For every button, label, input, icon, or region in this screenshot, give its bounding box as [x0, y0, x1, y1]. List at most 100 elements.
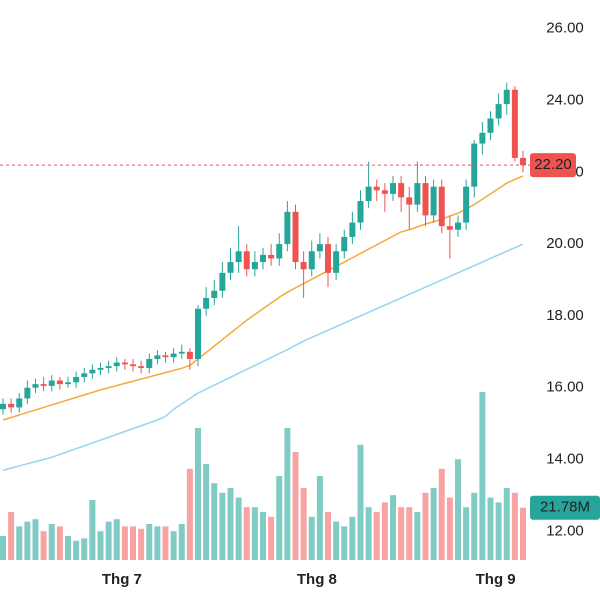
candle-body [56, 380, 63, 385]
candle-body [260, 254, 266, 263]
volume-bar [390, 495, 396, 560]
volume-bar [16, 526, 23, 560]
volume-bar [268, 516, 275, 560]
volume-bar [520, 507, 526, 560]
candle-body [130, 364, 136, 367]
candle-body [0, 403, 6, 410]
candle-body [16, 398, 23, 408]
last-volume-box [530, 495, 600, 520]
candle-body [446, 226, 453, 230]
volume-bar [211, 483, 218, 560]
candle-body [511, 89, 518, 158]
candle-body [390, 183, 396, 194]
volume-bar [0, 536, 6, 560]
candle-body [186, 351, 193, 359]
candle-body [349, 222, 356, 237]
candle-body [406, 197, 413, 205]
candle-body [251, 262, 258, 270]
volume-bar [446, 497, 453, 560]
volume-bar [56, 526, 63, 560]
volume-bar [430, 488, 437, 560]
y-tick-label: 16.00 [546, 379, 584, 396]
volume-bar [365, 507, 372, 560]
candle-body [414, 183, 421, 205]
candle-body [455, 222, 461, 230]
volume-bar [105, 521, 112, 560]
volume-bar [138, 528, 145, 560]
volume-bar [154, 526, 161, 560]
volume-bar [463, 507, 470, 560]
last-volume-label: 21.78M [540, 499, 590, 516]
candle-body [227, 262, 234, 273]
volume-bar [406, 507, 413, 560]
candle-body [65, 382, 71, 385]
volume-bar [398, 507, 405, 560]
y-tick-label: 12.00 [546, 522, 584, 539]
volume-bar [471, 492, 478, 560]
candle-body [89, 369, 96, 374]
volume-bar [414, 512, 421, 560]
candle-body [48, 380, 55, 386]
candle-body [24, 387, 31, 399]
volume-bar [235, 497, 242, 560]
candle-body [113, 362, 120, 367]
y-tick-label: 18.00 [546, 307, 584, 324]
candle-body [300, 262, 307, 270]
candle-body [138, 366, 145, 368]
volume-bar [32, 519, 39, 560]
candle-body [398, 183, 405, 198]
candle-body [365, 186, 372, 202]
x-tick-label: Thg 9 [476, 571, 516, 588]
volume-bar [89, 500, 96, 560]
candle-body [81, 373, 88, 377]
candle-body [276, 244, 283, 259]
candle-body [219, 272, 226, 291]
candle-body [284, 211, 291, 245]
volume-bar [495, 502, 502, 560]
y-tick-label: 20.00 [546, 235, 584, 252]
last-price-label: 22.20 [534, 156, 572, 173]
volume-bar [186, 468, 193, 560]
volume-bar [73, 540, 80, 560]
candle-body [316, 244, 323, 252]
volume-bar [81, 538, 88, 560]
candle-body [381, 190, 388, 194]
volume-bar [146, 524, 153, 560]
candle-body [211, 290, 218, 298]
volume-bar [422, 492, 429, 560]
x-tick-label: Thg 7 [102, 571, 142, 588]
volume-bar [8, 512, 15, 560]
candle-body [373, 186, 380, 191]
candle-body [170, 353, 177, 358]
volume-bar [455, 459, 461, 560]
candle-body [341, 236, 348, 252]
volume-bar [284, 428, 291, 560]
volume-bar [251, 507, 258, 560]
candle-body [520, 157, 526, 166]
volume-bar [325, 512, 331, 560]
candle-body [430, 186, 437, 216]
candle-body [495, 104, 502, 119]
volume-bar [65, 536, 71, 560]
candle-body [268, 254, 275, 259]
candle-body [357, 201, 364, 223]
volume-bar [113, 519, 120, 560]
volume-bar [121, 526, 128, 560]
candle-body [40, 384, 47, 386]
volume-bar [243, 507, 250, 560]
candle-body [178, 351, 185, 354]
volume-bar [308, 516, 315, 560]
volume-bar [170, 531, 177, 560]
candle-body [422, 183, 429, 216]
candle-body [8, 403, 15, 408]
candle-body [325, 244, 331, 273]
x-tick-label: Thg 8 [297, 571, 337, 588]
volume-bar [195, 428, 201, 560]
candle-body [154, 355, 161, 359]
volume-bar [333, 521, 340, 560]
candle-body [438, 186, 445, 227]
volume-bar [48, 524, 55, 560]
candle-body [333, 251, 340, 273]
y-tick-label: 24.00 [546, 91, 584, 108]
